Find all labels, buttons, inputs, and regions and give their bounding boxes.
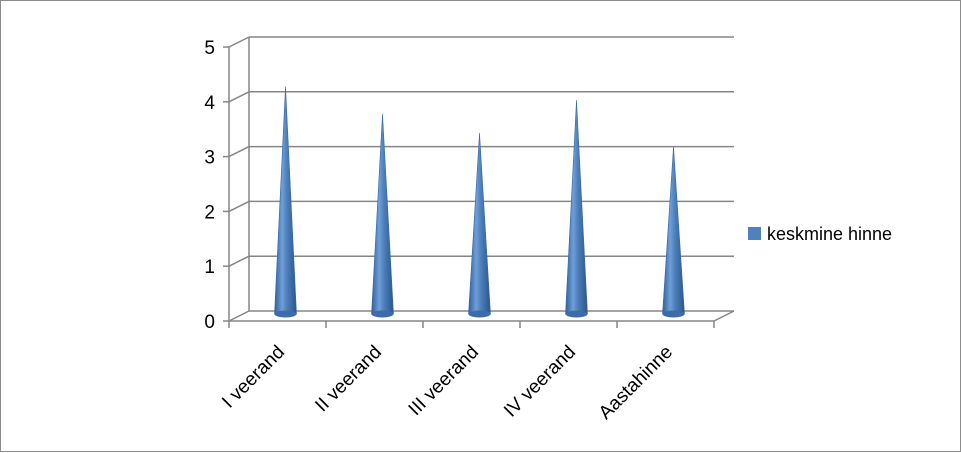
- gridline-side: [228, 91, 250, 103]
- cone-body: [565, 100, 588, 315]
- gridlines: [228, 36, 734, 322]
- gridline-side: [228, 255, 250, 267]
- cone-bar: [662, 146, 685, 318]
- legend-label: keskmine hinne: [767, 224, 892, 244]
- x-tick-label: II veerand: [311, 342, 386, 417]
- cone-base: [468, 310, 491, 318]
- cone-base: [565, 310, 588, 318]
- cone-body: [274, 86, 297, 315]
- cone-bar: [468, 132, 491, 318]
- x-tick-label: Aastahinne: [595, 342, 677, 424]
- series-cones: [274, 86, 685, 318]
- legend-swatch: [748, 227, 761, 240]
- plot-walls: [228, 37, 250, 321]
- y-tick-label: 4: [204, 93, 215, 114]
- cone-base: [274, 310, 297, 318]
- cone-body: [662, 146, 685, 315]
- x-tick-label: I veerand: [218, 342, 289, 413]
- y-tick-label: 5: [204, 38, 215, 59]
- cone-bar: [565, 100, 588, 318]
- gridline-side: [228, 310, 250, 322]
- y-axis: 0 1 2 3 4 5: [204, 38, 229, 333]
- x-tick-label: IV veerand: [500, 342, 580, 422]
- cone-bar: [274, 86, 297, 318]
- cone-bar: [371, 113, 394, 318]
- y-tick-label: 2: [204, 202, 215, 223]
- cone-base: [371, 310, 394, 318]
- y-tick-label: 3: [204, 148, 215, 169]
- floor-right-edge: [713, 310, 735, 322]
- gridline-side: [228, 36, 250, 48]
- x-axis: I veerand II veerand III veerand IV veerand…: [218, 310, 735, 424]
- cone-base: [662, 310, 685, 318]
- gridline-side: [228, 145, 250, 158]
- y-tick-label: 0: [204, 312, 215, 333]
- y-tick-label: 1: [204, 257, 215, 278]
- legend: keskmine hinne: [748, 224, 892, 244]
- cone-body: [468, 132, 491, 315]
- x-tick-label: III veerand: [405, 342, 483, 420]
- cone-body: [371, 113, 394, 315]
- gridline-side: [228, 200, 250, 213]
